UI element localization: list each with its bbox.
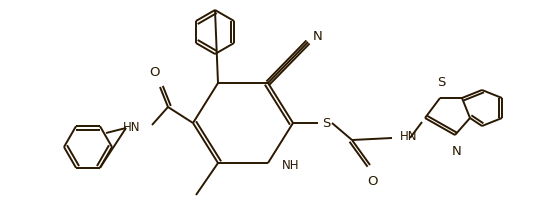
Text: HN: HN [123, 121, 140, 134]
Text: N: N [313, 29, 323, 42]
Text: N: N [452, 145, 462, 158]
Text: O: O [150, 66, 160, 79]
Text: O: O [368, 175, 378, 188]
Text: S: S [322, 117, 330, 130]
Text: NH: NH [282, 158, 300, 172]
Text: S: S [437, 76, 445, 89]
Text: HN: HN [400, 130, 418, 143]
